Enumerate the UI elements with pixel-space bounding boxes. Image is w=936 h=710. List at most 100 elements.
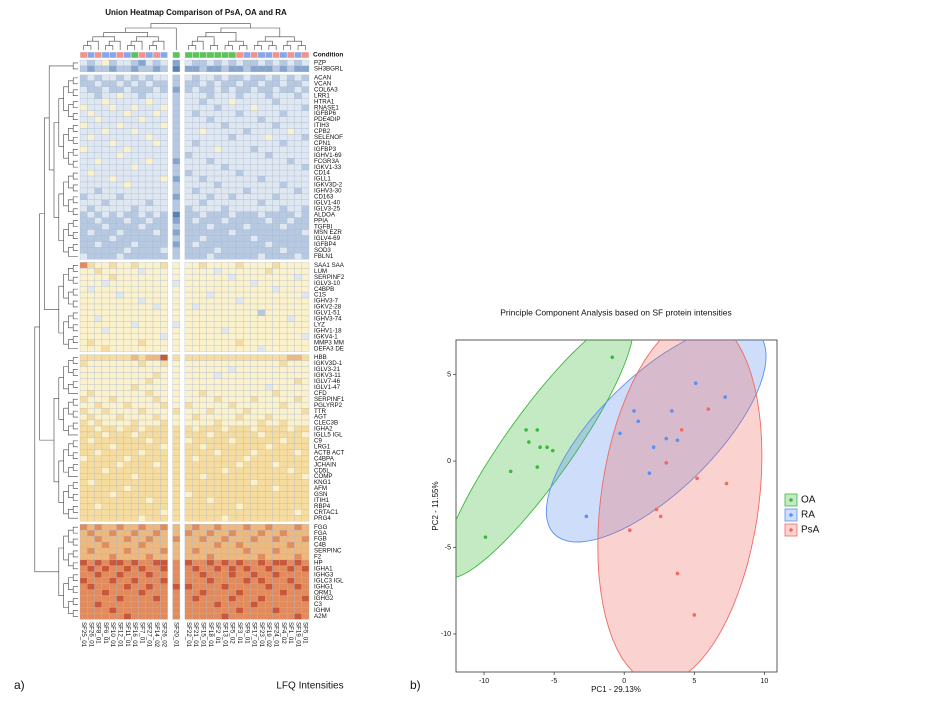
heatmap-cell <box>87 128 95 135</box>
heatmap-cell <box>243 86 251 93</box>
heatmap-cell <box>184 577 193 584</box>
data-point <box>695 476 699 481</box>
heatmap-cell <box>221 65 229 73</box>
heatmap-cell <box>123 402 132 409</box>
heatmap-cell <box>145 491 154 498</box>
data-point <box>524 428 528 432</box>
heatmap-cell <box>152 80 161 87</box>
heatmap-cell <box>294 503 302 510</box>
heatmap-cell <box>206 607 215 614</box>
heatmap-cell <box>257 303 266 311</box>
heatmap-cell <box>257 509 266 516</box>
heatmap-cell <box>199 425 207 433</box>
heatmap-cell <box>221 509 229 516</box>
heatmap-cell <box>221 425 229 433</box>
heatmap-cell <box>272 583 280 590</box>
heatmap-cell <box>79 122 88 129</box>
heatmap-cell <box>265 65 273 73</box>
row-label: SH3BGRL <box>314 66 343 73</box>
heatmap-cell <box>301 315 310 322</box>
heatmap-cell <box>235 187 244 195</box>
heatmap-cell <box>94 524 103 531</box>
heatmap-cell <box>235 384 244 391</box>
heatmap-cell <box>79 217 88 224</box>
heatmap-cell <box>138 205 146 212</box>
heatmap-cell <box>172 116 181 123</box>
row-label: F2 <box>314 554 322 561</box>
heatmap-cell <box>160 491 168 498</box>
heatmap-cell <box>243 354 251 361</box>
data-point <box>508 469 513 474</box>
heatmap-cell <box>79 390 88 397</box>
heatmap-cell <box>130 449 139 456</box>
heatmap-cell <box>206 535 215 543</box>
heatmap-cell <box>184 80 193 87</box>
heatmap-cell <box>235 437 244 444</box>
heatmap-cell <box>221 309 229 317</box>
row-label: IGHV3-74 <box>314 316 342 323</box>
heatmap-cell <box>243 59 251 67</box>
heatmap-cell <box>116 571 124 578</box>
row-label: IGKV1-33 <box>314 164 342 171</box>
heatmap-cell <box>243 455 251 462</box>
heatmap-cell <box>87 297 95 305</box>
x-tick-label: 0 <box>622 678 626 685</box>
heatmap-cell <box>199 491 207 498</box>
heatmap-cell <box>123 449 132 456</box>
heatmap-cell <box>279 303 288 311</box>
heatmap-cell <box>192 515 200 522</box>
heatmap-cell <box>301 509 310 516</box>
heatmap-cell <box>79 366 88 373</box>
heatmap-cell <box>272 413 280 421</box>
heatmap-cell <box>172 577 181 584</box>
data-point <box>527 440 531 444</box>
heatmap-cell <box>250 354 259 361</box>
heatmap-cell <box>221 169 229 177</box>
heatmap-cell <box>130 285 139 293</box>
heatmap-cell <box>228 274 237 281</box>
heatmap-cell <box>301 59 310 67</box>
heatmap-cell <box>172 547 181 555</box>
heatmap-cell <box>152 303 161 311</box>
row-label: CD163 <box>314 194 334 201</box>
heatmap-cell <box>109 372 117 379</box>
condition-cell <box>265 51 273 59</box>
heatmap-cell <box>184 413 193 421</box>
heatmap-cell <box>109 128 117 135</box>
heatmap-cell <box>279 613 288 620</box>
heatmap-cell <box>250 553 259 561</box>
heatmap-cell <box>235 354 244 361</box>
heatmap-cell <box>192 384 200 391</box>
heatmap-cell <box>145 559 154 567</box>
heatmap-cell <box>160 321 168 328</box>
heatmap-cell <box>192 589 200 596</box>
heatmap-cell <box>279 407 288 415</box>
heatmap-cell <box>265 333 273 340</box>
heatmap-cell <box>250 449 259 456</box>
heatmap-cell <box>250 601 259 608</box>
heatmap-cell <box>301 158 310 165</box>
heatmap-cell <box>206 595 215 602</box>
heatmap-cell <box>172 268 181 275</box>
heatmap-cell <box>116 169 124 177</box>
heatmap-cell <box>213 98 222 105</box>
heatmap-cell <box>160 86 168 93</box>
heatmap-cell <box>160 390 168 397</box>
heatmap-cell <box>235 541 244 549</box>
heatmap-cell <box>138 98 146 105</box>
heatmap-cell <box>138 253 146 260</box>
heatmap-cell <box>160 268 168 275</box>
condition-cell <box>221 51 229 59</box>
heatmap-cell <box>235 303 244 311</box>
heatmap-cell <box>301 223 310 230</box>
heatmap-cell <box>109 431 117 439</box>
heatmap-cell <box>116 59 124 67</box>
heatmap-cell <box>116 74 124 82</box>
heatmap-cell <box>152 241 161 248</box>
heatmap-cell <box>279 205 288 212</box>
heatmap-cell <box>199 274 207 281</box>
heatmap-cell <box>199 497 207 504</box>
heatmap-cell <box>265 199 273 206</box>
heatmap-cell <box>294 235 302 242</box>
heatmap-cell <box>94 547 103 555</box>
